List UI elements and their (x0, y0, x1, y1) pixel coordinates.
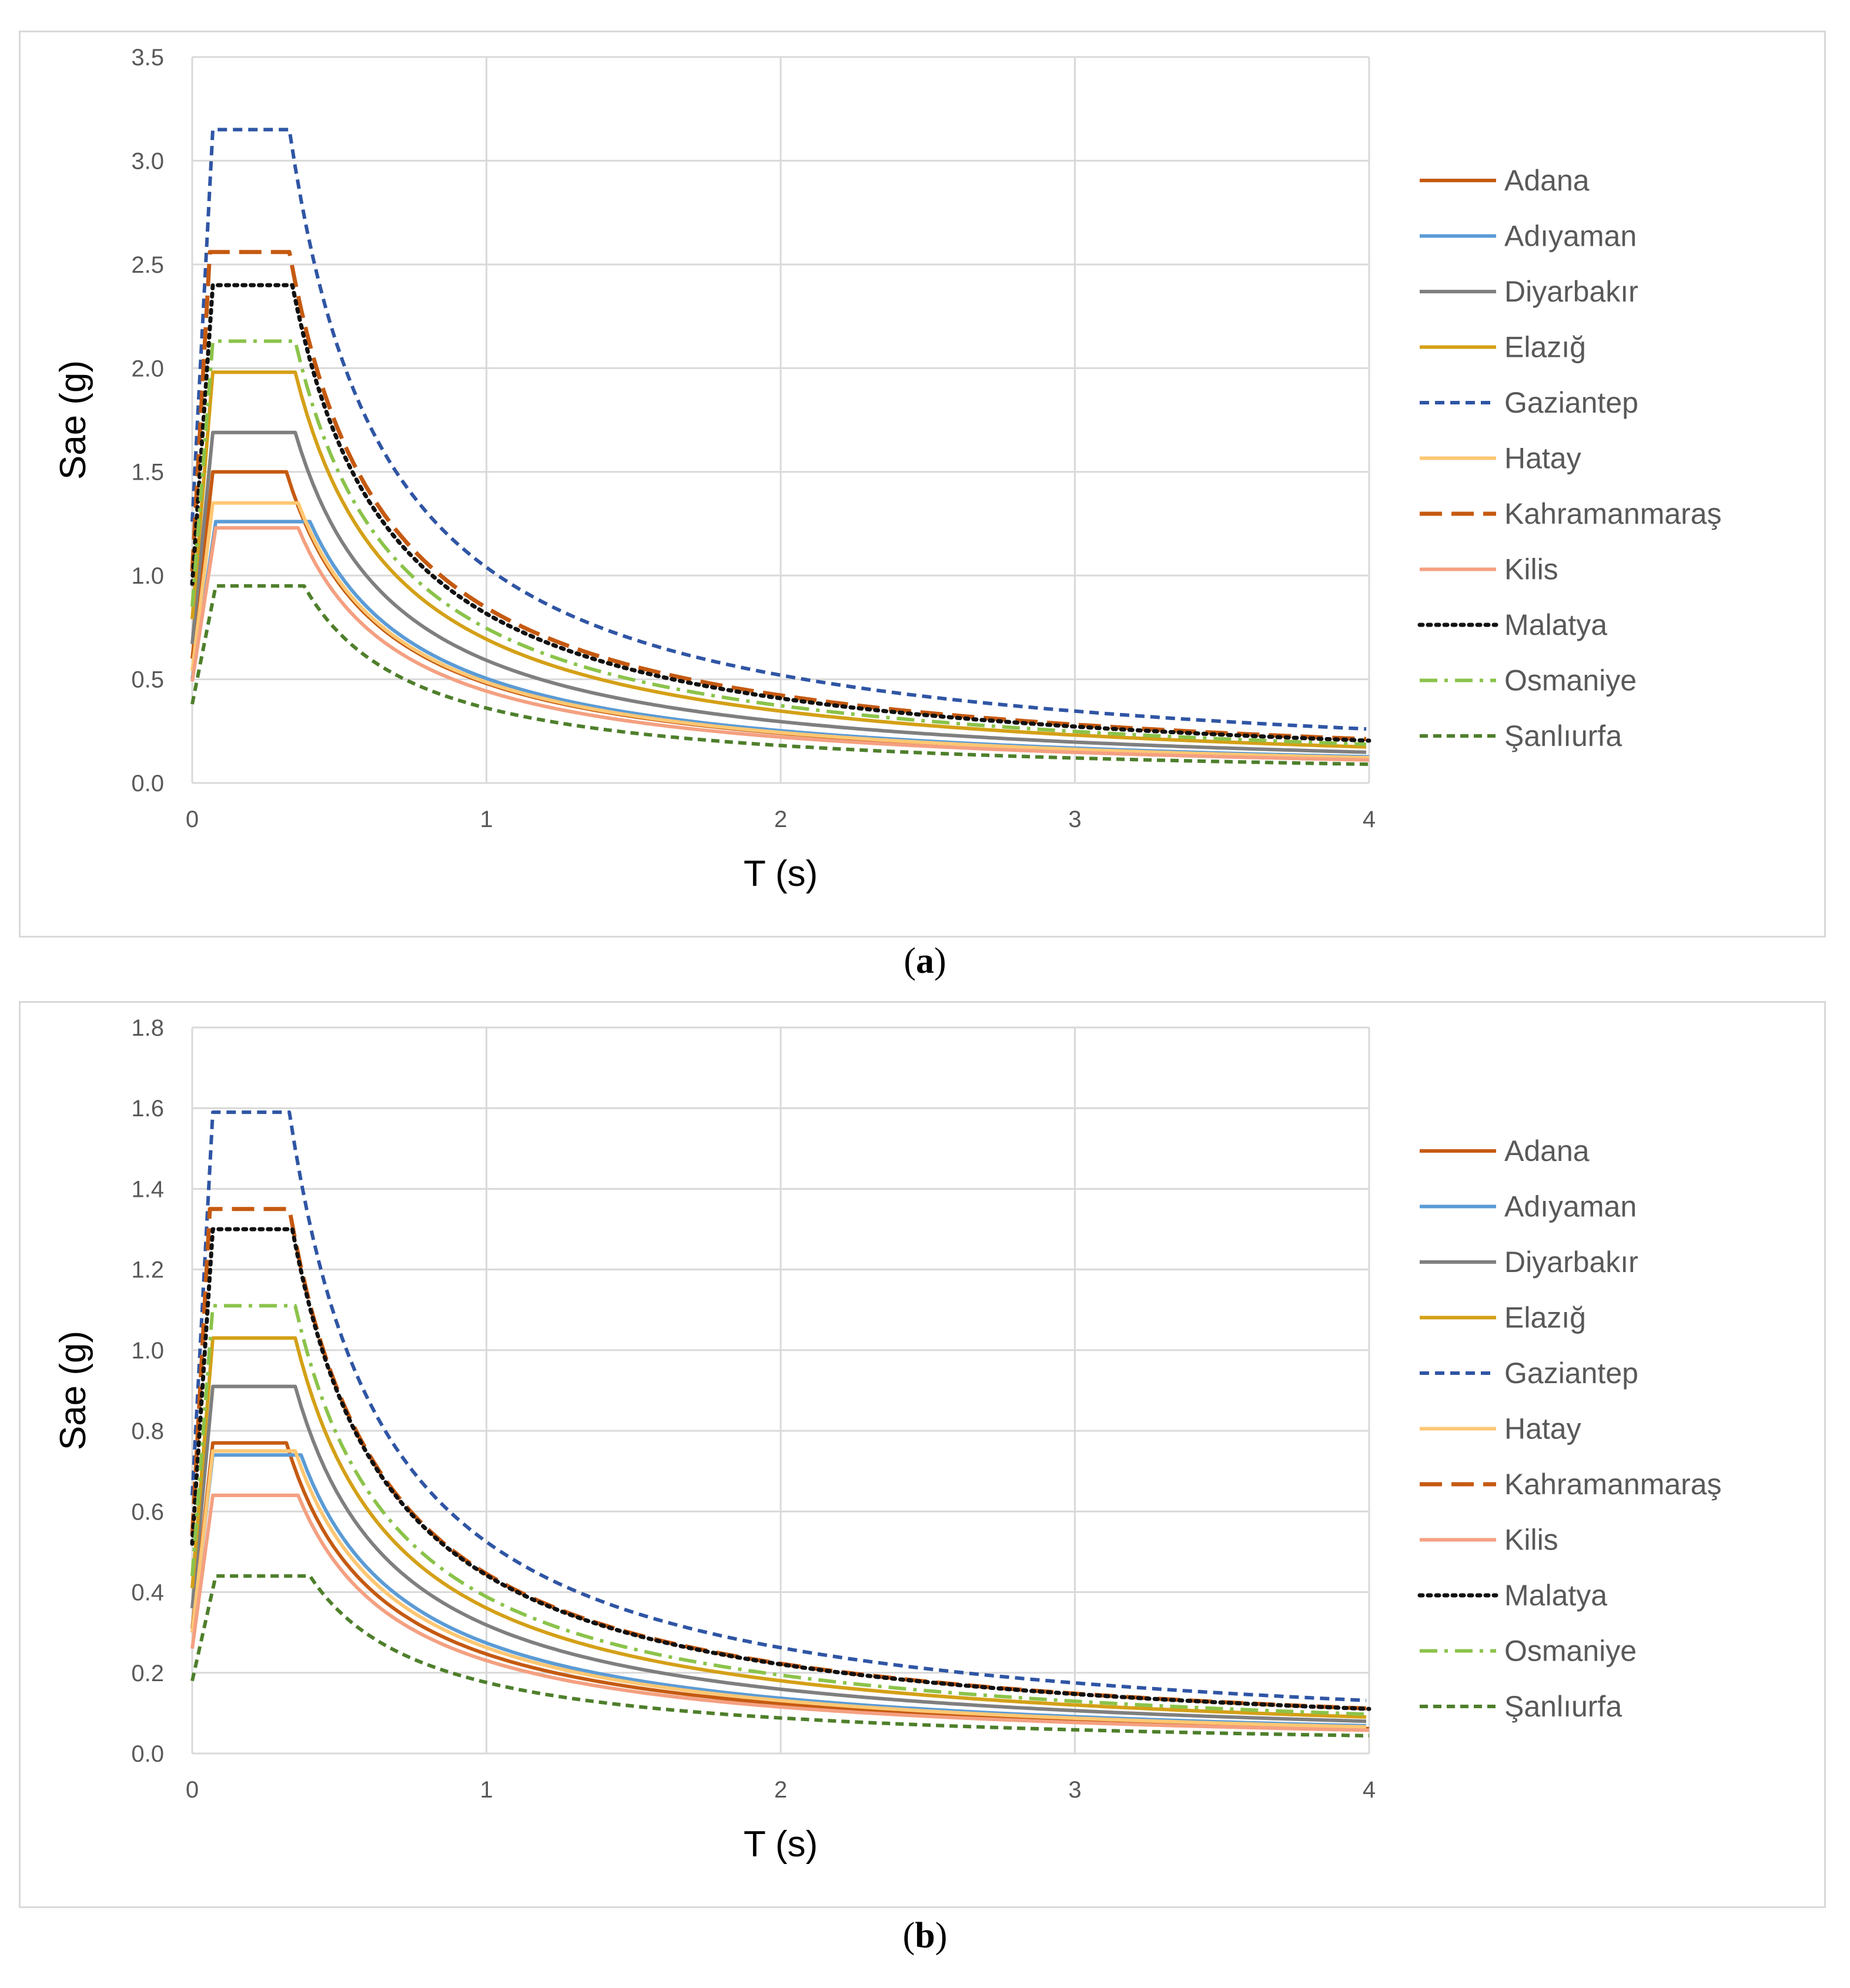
series-line-kahramanmaras (190, 250, 1367, 741)
series-line-adana (190, 1441, 1370, 1731)
x-tick-label: 2 (774, 806, 787, 832)
x-axis-title: T (s) (744, 854, 818, 894)
x-tick-label: 0 (186, 1777, 199, 1803)
y-tick-label: 3.0 (131, 148, 164, 174)
chart-b-plot: 0.0 0.2 0.4 0.6 0.8 1.0 1.2 1.4 1.6 1.8 0 1 2 3 4 T (s)… (53, 1015, 1722, 1865)
series-line-sanliurfa (190, 584, 1370, 767)
chart-panel-b: 0.0 0.2 0.4 0.6 0.8 1.0 1.2 1.4 1.6 1.8 0 1 2 3 4 T (s)… (19, 1001, 1826, 1908)
y-tick-label: 0.6 (131, 1499, 164, 1525)
y-tick-label: 1.8 (131, 1015, 164, 1041)
y-axis-title: Sae (g) (53, 360, 93, 480)
series-line-sanliurfa (190, 1574, 1370, 1738)
legend-label-kahramanmaras: Kahramanmaraş (1504, 1468, 1722, 1501)
legend-label-sanliurfa: Şanlıurfa (1504, 719, 1622, 752)
legend-label-diyarbakir: Diyarbakır (1504, 275, 1638, 308)
legend-label-elazig: Elazığ (1504, 331, 1586, 364)
series-line-gaziantep (190, 1110, 1367, 1702)
caption-b: (b) (902, 1916, 948, 1956)
legend-label-hatay: Hatay (1504, 1413, 1581, 1445)
legend-label-kahramanmaras: Kahramanmaraş (1504, 497, 1722, 530)
series-line-elazig (190, 370, 1367, 749)
y-tick-label: 1.6 (131, 1096, 164, 1122)
y-tick-label: 0.0 (131, 1741, 164, 1767)
chart-a-svg: 0.0 0.5 1.0 1.5 2.0 2.5 3.0 3.5 0 1 2 3 4 T (s) Sae (g… (53, 45, 1722, 894)
y-tick-label: 0.4 (131, 1580, 164, 1606)
series-line-gaziantep (190, 128, 1367, 731)
y-tick-label: 0.5 (131, 667, 164, 693)
series-line-hatay (190, 501, 1370, 760)
y-tick-label: 2.0 (131, 356, 164, 381)
x-tick-label: 1 (480, 1777, 493, 1803)
caption-a: (a) (904, 941, 946, 981)
legend-label-hatay: Hatay (1504, 442, 1581, 475)
legend-label-malatya: Malatya (1504, 608, 1607, 641)
series-line-malatya (190, 283, 1371, 743)
x-tick-label: 2 (774, 1777, 787, 1803)
legend-label-kilis: Kilis (1504, 553, 1558, 586)
y-tick-label: 1.4 (131, 1176, 164, 1202)
legend-label-adana: Adana (1504, 164, 1590, 197)
series-line-osmaniye (190, 1304, 1367, 1716)
legend-label-osmaniye: Osmaniye (1504, 1635, 1637, 1668)
legend-label-kilis: Kilis (1504, 1524, 1558, 1557)
series-line-diyarbakir (190, 430, 1367, 754)
legend-label-diyarbakir: Diyarbakır (1504, 1246, 1638, 1279)
caption-a-letter: a (916, 941, 934, 981)
legend: Adana Adıyaman Diyarbakır Elazığ Gaziantep Ha… (1417, 1134, 1722, 1723)
y-tick-label: 2.5 (131, 252, 164, 278)
legend-label-sanliurfa: Şanlıurfa (1504, 1690, 1622, 1723)
x-tick-label: 3 (1068, 1777, 1081, 1803)
series-line-kilis (190, 1493, 1370, 1732)
legend-label-gaziantep: Gaziantep (1504, 1357, 1638, 1390)
x-tick-label: 0 (186, 806, 199, 832)
series-lines (190, 1110, 1371, 1738)
chart-a-plot: 0.0 0.5 1.0 1.5 2.0 2.5 3.0 3.5 0 1 2 3 4 T (s) Sae (g… (53, 45, 1722, 894)
legend-label-adiyaman: Adıyaman (1504, 220, 1637, 253)
series-line-elazig (190, 1336, 1367, 1719)
series-line-hatay (190, 1449, 1367, 1729)
legend-label-malatya: Malatya (1504, 1579, 1607, 1612)
x-tick-label: 1 (480, 806, 493, 832)
y-tick-label: 0.0 (131, 771, 164, 796)
x-tick-label: 4 (1363, 1777, 1376, 1803)
chart-panel-a: 0.0 0.5 1.0 1.5 2.0 2.5 3.0 3.5 0 1 2 3 4 T (s) Sae (g… (19, 31, 1826, 938)
chart-b-svg: 0.0 0.2 0.4 0.6 0.8 1.0 1.2 1.4 1.6 1.8 0 1 2 3 4 T (s)… (53, 1015, 1722, 1865)
series-lines (190, 128, 1371, 767)
y-tick-label: 1.5 (131, 460, 164, 486)
y-tick-label: 0.8 (131, 1418, 164, 1444)
legend: Adana Adıyaman Diyarbakır Elazığ Gaziantep Ha… (1417, 164, 1722, 752)
legend-label-adana: Adana (1504, 1134, 1590, 1167)
legend-label-adiyaman: Adıyaman (1504, 1190, 1637, 1223)
y-tick-label: 1.0 (131, 563, 164, 589)
series-line-adiyaman (190, 1453, 1367, 1728)
y-tick-label: 1.0 (131, 1338, 164, 1364)
legend-label-gaziantep: Gaziantep (1504, 386, 1638, 419)
x-axis-title: T (s) (744, 1824, 818, 1865)
y-tick-label: 0.2 (131, 1661, 164, 1686)
series-line-diyarbakir (190, 1384, 1367, 1723)
series-line-kilis (190, 526, 1370, 762)
series-line-malatya (190, 1227, 1371, 1711)
caption-b-letter: b (915, 1916, 935, 1956)
legend-label-elazig: Elazığ (1504, 1301, 1586, 1334)
series-line-osmaniye (190, 339, 1367, 747)
x-tick-label: 3 (1068, 806, 1081, 832)
legend-label-osmaniye: Osmaniye (1504, 664, 1637, 697)
y-axis-title: Sae (g) (53, 1331, 93, 1450)
x-tick-label: 4 (1363, 806, 1376, 832)
y-tick-label: 1.2 (131, 1257, 164, 1283)
y-tick-label: 3.5 (131, 45, 164, 71)
